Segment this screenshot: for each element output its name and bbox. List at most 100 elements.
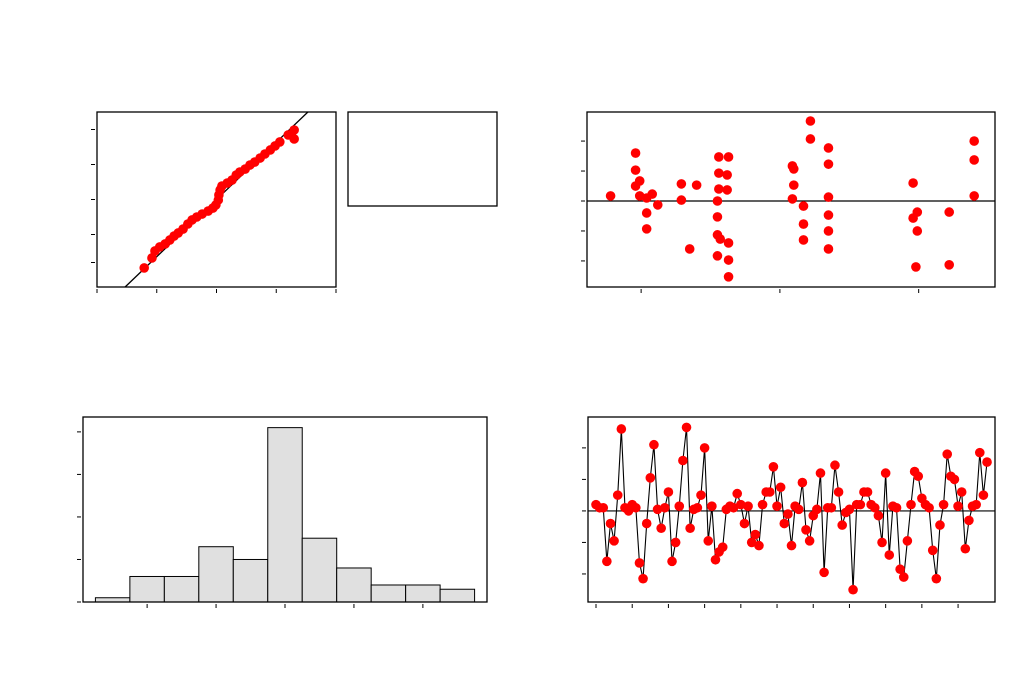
point [837,520,848,530]
point [797,477,808,488]
point [764,487,775,497]
point [714,168,724,178]
point [956,487,967,497]
point [275,137,285,147]
point [609,536,619,546]
point [978,490,989,500]
point [819,567,829,578]
point [750,529,761,540]
point [815,468,826,478]
point [908,178,918,188]
point [805,116,816,126]
point [723,238,734,248]
point [772,501,782,511]
point [723,272,734,282]
point [788,180,799,190]
point [848,584,858,595]
point [699,443,710,453]
point [880,468,891,478]
point [869,502,880,513]
point [754,540,764,551]
point [743,501,753,511]
point [949,474,960,485]
bar [370,584,407,603]
point [739,518,750,529]
point [676,195,687,205]
point [685,523,695,534]
bar [198,546,234,603]
point [691,180,702,190]
point [823,226,834,236]
point [873,510,884,521]
point [969,191,979,201]
point [801,525,811,535]
point [732,488,743,499]
point [908,213,918,223]
point [703,536,714,546]
point [652,200,663,210]
point [722,170,732,180]
point [812,504,822,515]
point [692,502,703,513]
plot-frame [587,416,996,603]
point [634,558,645,568]
point [717,542,728,552]
point [670,537,681,548]
point [891,502,902,513]
point [913,471,924,482]
point [681,422,692,433]
point [707,501,717,511]
point [924,502,934,513]
point [877,537,887,548]
point [798,201,809,211]
point [684,244,695,254]
point [605,518,616,529]
bar [163,575,200,603]
point [649,439,659,450]
point [786,540,797,551]
point [823,192,834,202]
plot-frame [82,416,488,603]
point [783,509,793,519]
point [969,155,979,165]
point [715,234,726,244]
point [663,487,674,497]
bar [439,588,476,603]
point [638,573,648,584]
point [982,457,992,467]
bar [336,567,372,603]
point [616,424,627,434]
point [942,449,953,459]
point [712,212,723,222]
point [678,455,688,466]
point [728,502,739,513]
point [862,487,873,497]
point [641,518,652,529]
point [935,520,945,530]
point [723,255,734,265]
point [798,235,809,245]
point [788,164,799,174]
point [798,219,809,229]
bar [129,575,165,603]
point [895,564,905,575]
point [602,556,612,567]
point [969,136,979,146]
point [931,573,942,584]
point [855,499,866,510]
point [944,207,955,217]
bar [267,427,303,603]
point [712,251,723,261]
point [674,501,685,511]
point [746,537,757,548]
point [736,499,746,510]
point [722,185,732,195]
bar [405,584,441,603]
point [964,515,974,526]
plot-frame [96,111,337,288]
point [714,152,724,162]
plot-frame [586,111,996,288]
point [645,473,656,483]
point [659,502,670,513]
